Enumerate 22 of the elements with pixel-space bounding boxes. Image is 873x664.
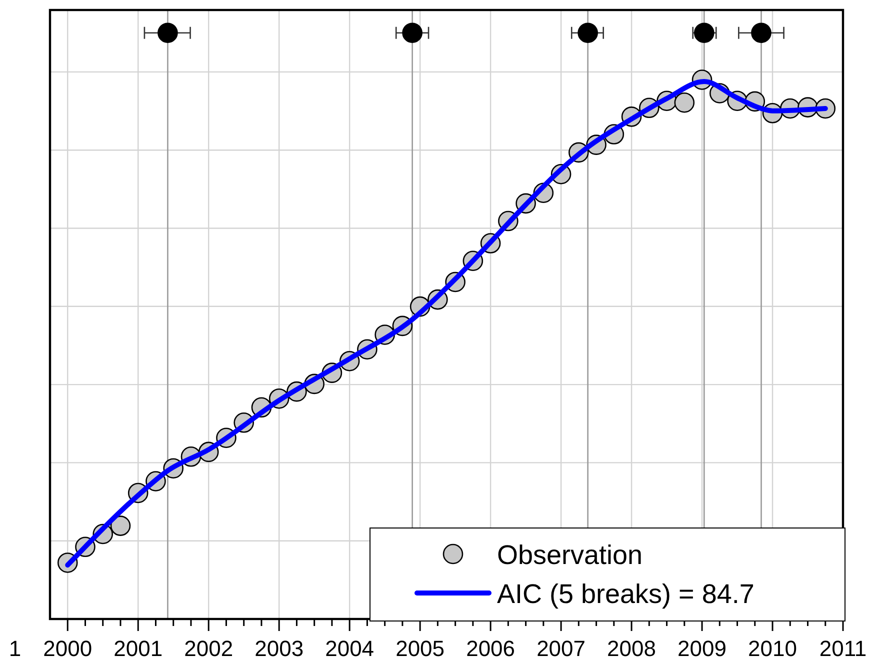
x-tick-label: 2003 (254, 636, 304, 661)
x-tick-label: 2010 (748, 636, 797, 661)
x-tick-label: 2009 (678, 636, 726, 661)
x-tick-label: 2011 (819, 636, 867, 661)
text: 1 (8, 636, 22, 661)
x-tick-label: 2004 (325, 636, 374, 661)
point (751, 22, 772, 44)
point (674, 92, 695, 113)
x-tick-label: 2002 (184, 636, 234, 661)
legend-label: AIC (5 breaks) = 84.7 (497, 579, 754, 609)
point (402, 22, 422, 44)
x-tick-label: 2005 (396, 636, 445, 661)
point (110, 516, 131, 536)
x-tick-label: 2008 (607, 636, 656, 661)
point (578, 22, 598, 44)
point (158, 22, 178, 44)
legend-label: Observation (497, 540, 643, 570)
x-tick-label: 2000 (43, 636, 92, 661)
point (694, 22, 714, 44)
x-tick-label: 2001 (114, 636, 163, 661)
x-tick-label: 2007 (536, 636, 586, 661)
x-tick-label: 2006 (466, 636, 516, 661)
